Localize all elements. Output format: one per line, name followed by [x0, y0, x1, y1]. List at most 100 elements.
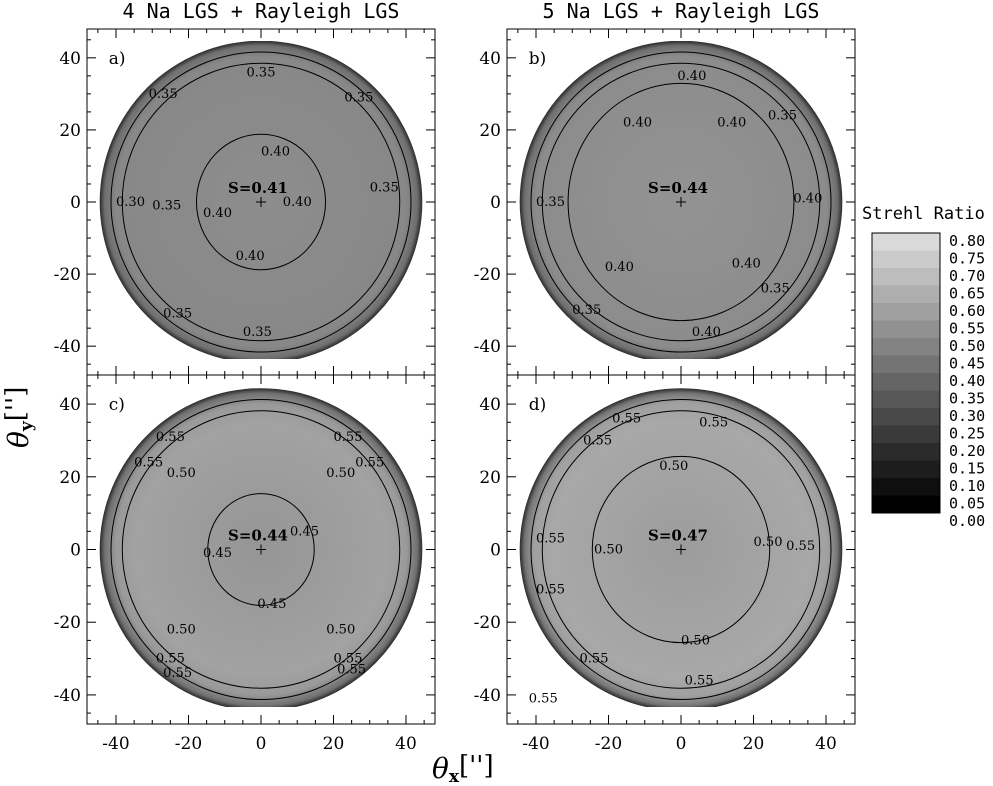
- contour-label: 0.55: [334, 652, 363, 667]
- panel-letter: b): [529, 49, 547, 69]
- colorbar-band: [872, 460, 940, 479]
- colorbar-band: [872, 355, 940, 374]
- contour-label: 0.35: [536, 195, 565, 210]
- contour-label: 0.55: [334, 430, 363, 445]
- contour-label: 0.35: [761, 282, 790, 297]
- colorbar-band: [872, 408, 940, 426]
- outer-contour: [530, 51, 832, 353]
- contour-label: 0.45: [203, 546, 232, 561]
- contour-label: 0.35: [149, 87, 178, 102]
- colorbar-level-label: 0.75: [949, 250, 985, 268]
- contour-label: 0.55: [699, 415, 728, 430]
- middle-contour: [541, 410, 821, 689]
- contour-label: 0.40: [677, 69, 706, 84]
- svg-text:θx['']: θx['']: [432, 751, 494, 786]
- middle-contour: [121, 62, 401, 342]
- contour-label: 0.40: [261, 145, 290, 160]
- contour-label: 0.40: [203, 206, 232, 221]
- contour-lines: [530, 398, 832, 701]
- outer-contour: [110, 51, 412, 353]
- contour-label: 0.50: [326, 466, 355, 481]
- y-tick-label: -40: [54, 686, 81, 706]
- column-title-right: 5 Na LGS + Rayleigh LGS: [543, 0, 820, 23]
- colorbar-level-label: 0.50: [949, 337, 985, 355]
- colorbar-level-label: 0.70: [949, 267, 985, 285]
- ticks: [87, 29, 435, 375]
- y-tick-label: -20: [54, 613, 81, 633]
- colorbar-level-label: 0.00: [949, 512, 985, 530]
- center-marker: [256, 197, 266, 207]
- contour-label: 0.55: [337, 662, 366, 677]
- colorbar-band: [872, 425, 940, 444]
- contour-label: 0.50: [594, 543, 623, 558]
- colorbar-level-label: 0.35: [949, 390, 985, 408]
- center-marker: [676, 544, 686, 555]
- x-tick-label: -20: [175, 734, 202, 754]
- contour-label: 0.50: [754, 535, 783, 550]
- y-tick-label: -40: [474, 686, 501, 706]
- colorbar-band: [872, 320, 940, 339]
- contour-label: 0.35: [370, 181, 399, 196]
- contour-label: 0.40: [692, 325, 721, 340]
- colorbar-band: [872, 390, 940, 409]
- panel-letter: d): [529, 395, 547, 415]
- center-marker: [676, 197, 686, 207]
- colorbar-level-label: 0.40: [949, 372, 985, 390]
- y-tick-label: 0: [70, 541, 81, 561]
- y-tick-label: 0: [490, 193, 501, 213]
- panel-letter: c): [109, 395, 125, 415]
- contour-label: 0.35: [243, 325, 272, 340]
- colorbar-level-label: 0.25: [949, 425, 985, 443]
- contour-label: 0.40: [717, 116, 746, 131]
- center-marker: [256, 544, 266, 555]
- contour-label: 0.35: [768, 109, 797, 124]
- contour-label: 0.40: [732, 256, 761, 271]
- inner-contour: [591, 455, 771, 644]
- center-strehl-label: S=0.44: [228, 527, 288, 545]
- colorbar-band: [872, 303, 940, 321]
- y-axis-unit: ['']: [1, 387, 31, 422]
- y-tick-label: 0: [70, 193, 81, 213]
- y-tick-label: -40: [474, 337, 501, 357]
- colorbar-level-label: 0.15: [949, 460, 985, 478]
- y-tick-label: 40: [59, 49, 81, 69]
- y-tick-label: 20: [59, 121, 81, 141]
- center-strehl-label: S=0.44: [648, 179, 708, 197]
- contour-label: 0.50: [167, 622, 196, 637]
- y-tick-label: 20: [479, 121, 501, 141]
- contour-label: 0.30: [116, 195, 145, 210]
- contour-label: 0.50: [167, 466, 196, 481]
- contour-label: 0.35: [572, 303, 601, 318]
- contour-label: 0.55: [163, 666, 192, 681]
- colorbar-level-label: 0.65: [949, 285, 985, 303]
- center-strehl-label: S=0.41: [228, 179, 288, 197]
- contour-label: 0.35: [247, 65, 276, 80]
- colorbar-level-label: 0.55: [949, 320, 985, 338]
- x-tick-label: 0: [676, 734, 687, 754]
- y-axis-symbol: θ: [2, 431, 35, 448]
- x-axis-unit: ['']: [459, 751, 494, 781]
- x-tick-label: -40: [102, 734, 129, 754]
- x-axis-label: θx['']: [432, 751, 494, 786]
- colorbar-title: Strehl Ratio: [862, 204, 985, 224]
- colorbar-level-label: 0.20: [949, 442, 985, 460]
- x-tick-label: 20: [743, 734, 765, 754]
- colorbar-band: [872, 250, 940, 269]
- contour-label: 0.55: [536, 582, 565, 597]
- y-axis-label: θy['']: [1, 387, 37, 448]
- contour-label: 0.35: [344, 90, 373, 105]
- y-tick-label: -20: [474, 613, 501, 633]
- contour-label: 0.55: [786, 539, 815, 554]
- colorbar-frame: [871, 232, 941, 514]
- inner-contour: [195, 133, 327, 271]
- inner-contour: [567, 82, 795, 322]
- colorbar-band: [872, 478, 940, 496]
- contour-lines: [530, 51, 832, 353]
- contour-label: 0.55: [583, 433, 612, 448]
- contour-label: 0.40: [283, 195, 312, 210]
- contour-label: 0.40: [623, 116, 652, 131]
- middle-contour: [541, 62, 821, 342]
- contour-label: 0.55: [156, 652, 185, 667]
- colorbar-band: [872, 495, 940, 514]
